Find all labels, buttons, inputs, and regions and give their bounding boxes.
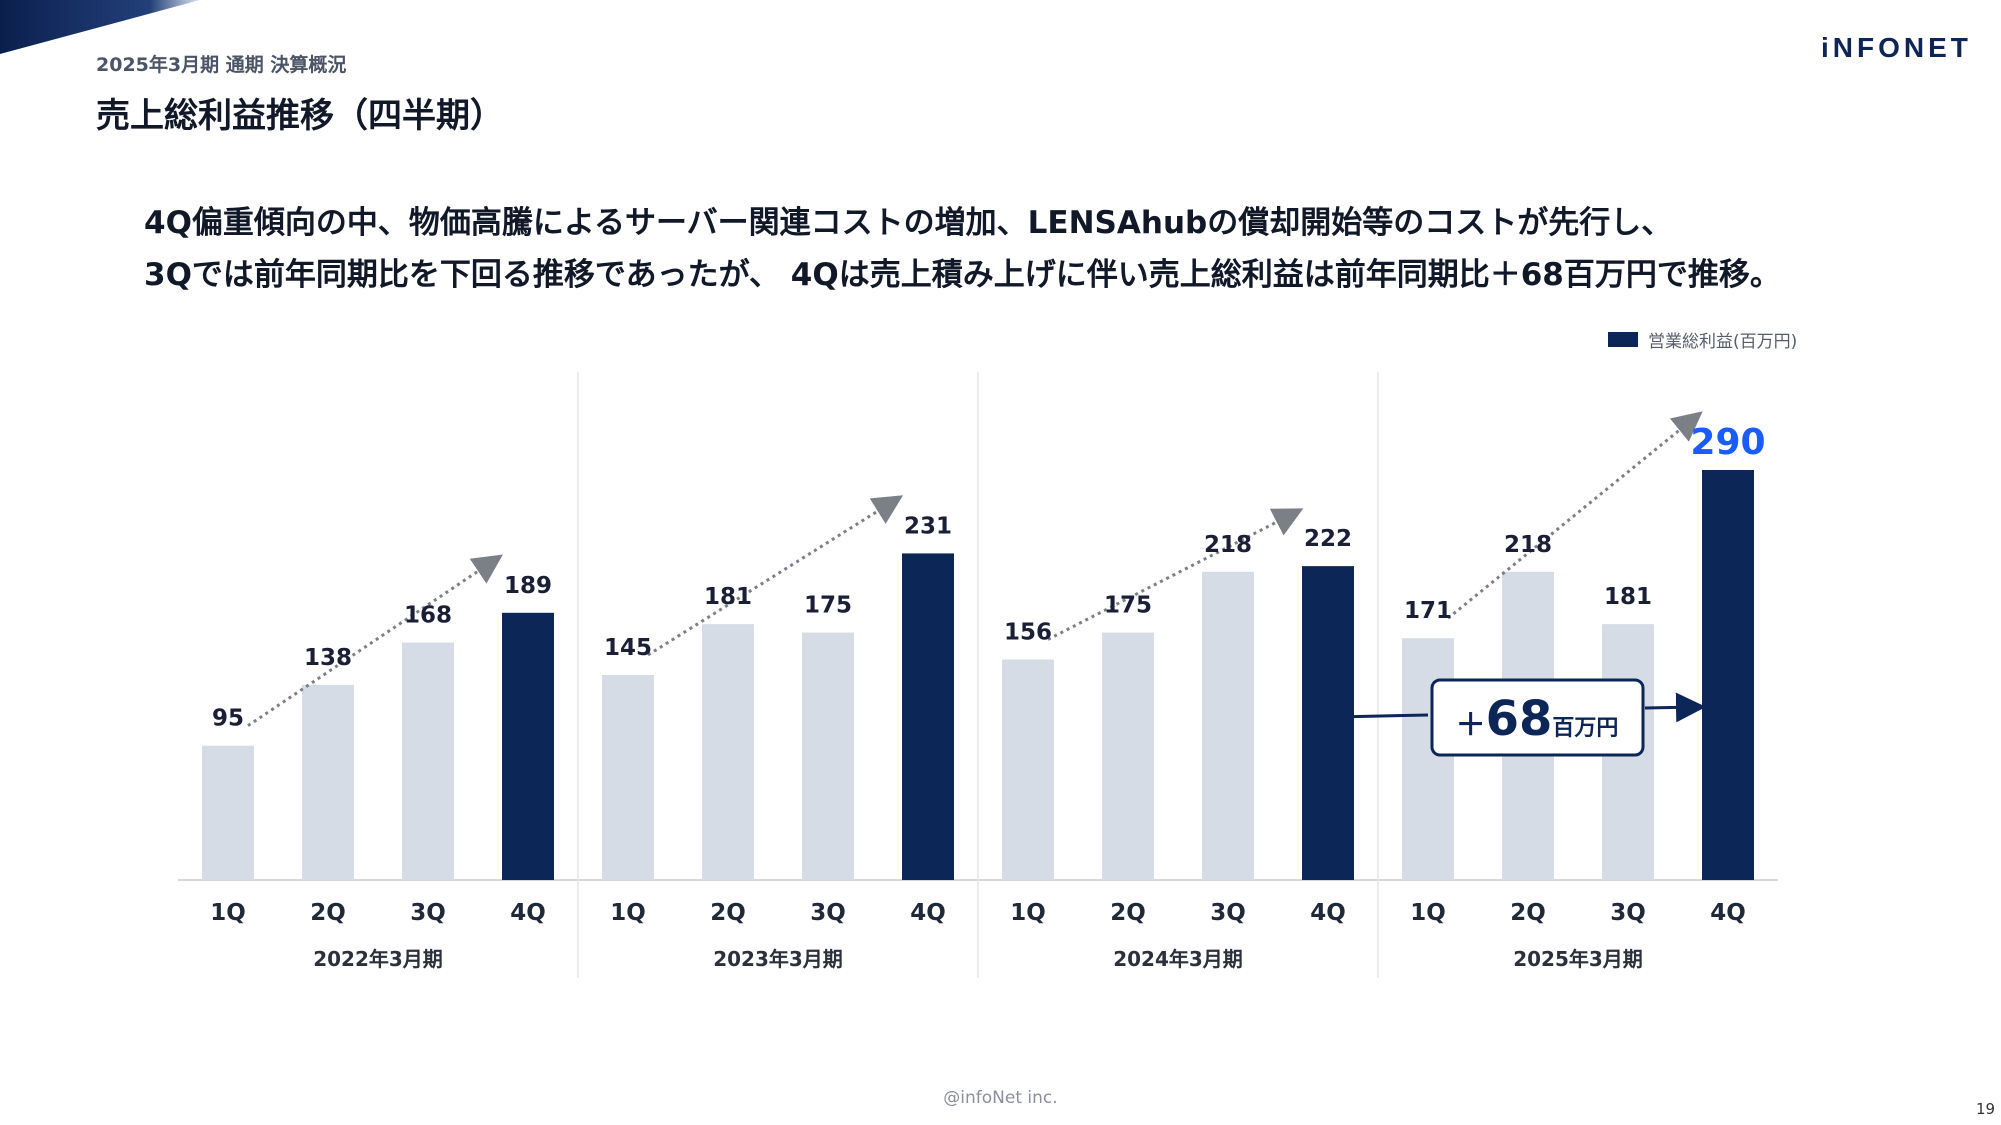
- quarter-tick-label: 3Q: [410, 900, 446, 926]
- bar-2q: [1102, 632, 1154, 880]
- bar-value-label: 181: [1604, 584, 1652, 610]
- fiscal-year-label: 2022年3月期: [313, 947, 443, 971]
- bar-1q: [202, 745, 254, 880]
- yoy-callout: ＋68百万円: [1335, 678, 1706, 757]
- quarter-tick-label: 1Q: [210, 900, 246, 926]
- callout-text: ＋68百万円: [1456, 691, 1619, 747]
- bar-value-label: 168: [404, 602, 452, 628]
- bar-value-label: 189: [504, 573, 552, 599]
- fiscal-year-label: 2023年3月期: [713, 947, 843, 971]
- bar-4q: [902, 553, 954, 880]
- quarter-tick-label: 2Q: [310, 900, 346, 926]
- bar-4q: [1702, 470, 1754, 880]
- bar-2q: [702, 624, 754, 880]
- bar-value-label: 231: [904, 513, 952, 539]
- fiscal-year-label: 2025年3月期: [1513, 947, 1643, 971]
- bar-value-label: 138: [304, 645, 352, 671]
- bar-1q: [602, 675, 654, 880]
- bar-value-label: 145: [604, 635, 652, 661]
- summary-line-1: 4Q偏重傾向の中、物価高騰によるサーバー関連コストの増加、LENSAhubの償却…: [144, 205, 1673, 241]
- legend-swatch: [1608, 332, 1638, 347]
- bar-value-label: 181: [704, 584, 752, 610]
- bar-value-label: 95: [212, 706, 244, 732]
- quarter-tick-label: 4Q: [510, 900, 546, 926]
- chart-legend: 営業総利益(百万円): [1608, 327, 1797, 352]
- quarter-tick-label: 4Q: [910, 900, 946, 926]
- legend-label: 営業総利益(百万円): [1648, 332, 1798, 352]
- bar-3q: [1202, 571, 1254, 880]
- bar-4q: [502, 612, 554, 880]
- quarter-tick-label: 4Q: [1310, 900, 1346, 926]
- trend-arrow: [1447, 411, 1703, 620]
- quarter-tick-label: 1Q: [1010, 900, 1046, 926]
- quarter-tick-label: 3Q: [1210, 900, 1246, 926]
- summary-line-2: 3Qでは前年同期比を下回る推移であったが、 4Qは売上積み上げに伴い売上総利益は…: [144, 257, 1781, 293]
- bar-value-label: 222: [1304, 526, 1352, 552]
- bar-value-label: 171: [1404, 598, 1452, 624]
- quarter-tick-label: 1Q: [610, 900, 646, 926]
- bar-value-label: 290: [1690, 422, 1765, 463]
- bar-3q: [802, 632, 854, 880]
- bar-3q: [402, 642, 454, 880]
- corner-accent: [0, 0, 200, 54]
- summary-text: 4Q偏重傾向の中、物価高騰によるサーバー関連コストの増加、LENSAhubの償却…: [144, 197, 1944, 301]
- callout-arrow-line-left: [1335, 713, 1429, 719]
- quarter-tick-label: 3Q: [1610, 900, 1646, 926]
- trend-arrow: [247, 554, 503, 727]
- quarter-tick-label: 2Q: [710, 900, 746, 926]
- section-label: 2025年3月期 通期 決算概況: [96, 54, 347, 76]
- quarter-tick-label: 1Q: [1410, 900, 1446, 926]
- callout-plus: ＋: [1456, 708, 1486, 743]
- company-logo: iNFONET: [1821, 32, 1972, 63]
- trend-arrow: [1047, 508, 1304, 641]
- bar-2q: [302, 684, 354, 880]
- callout-unit: 百万円: [1552, 716, 1618, 741]
- callout-value: 68: [1486, 691, 1553, 747]
- bar-value-label: 218: [1504, 532, 1552, 558]
- footer-copyright: @infoNet inc.: [943, 1088, 1058, 1108]
- trend-arrow: [647, 495, 904, 657]
- quarter-tick-label: 2Q: [1110, 900, 1146, 926]
- quarter-tick-label: 3Q: [810, 900, 846, 926]
- bar-value-label: 218: [1204, 532, 1252, 558]
- fiscal-year-label: 2024年3月期: [1113, 947, 1243, 971]
- quarter-tick-label: 4Q: [1710, 900, 1746, 926]
- bar-1q: [1402, 638, 1454, 880]
- callout-box: [1430, 678, 1645, 757]
- bar-4q: [1302, 566, 1354, 880]
- quarter-tick-label: 2Q: [1510, 900, 1546, 926]
- page-title: 売上総利益推移（四半期）: [96, 96, 504, 136]
- bar-1q: [1002, 659, 1054, 880]
- bar-value-label: 175: [1104, 593, 1152, 619]
- page-number: 19: [1976, 1100, 1996, 1118]
- bar-value-label: 175: [804, 593, 852, 619]
- callout-arrow-line-right: [1644, 692, 1706, 723]
- bar-value-label: 156: [1004, 619, 1052, 645]
